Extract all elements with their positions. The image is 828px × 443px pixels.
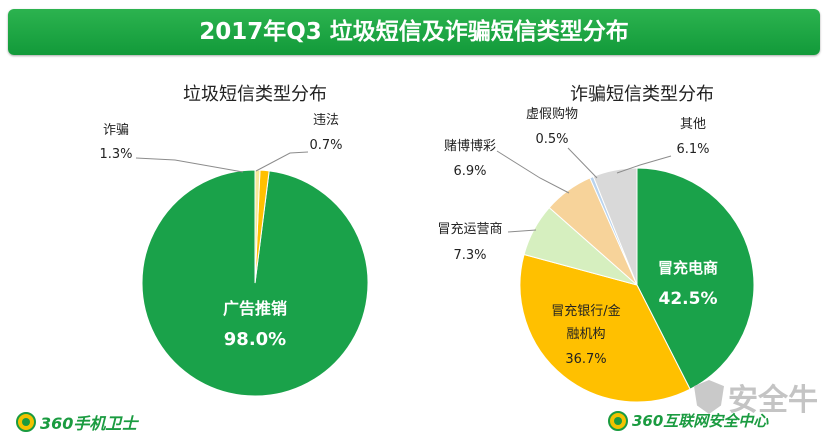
brand-text-left: 360手机卫士 — [40, 414, 138, 433]
data-label: 赌博博彩 — [444, 139, 496, 154]
data-label: 违法 — [313, 113, 339, 128]
data-label: 42.5% — [659, 289, 718, 309]
data-label: 0.7% — [309, 138, 342, 153]
chart-title-spam: 垃圾短信类型分布 — [183, 84, 327, 105]
data-label: 冒充电商 — [658, 259, 718, 277]
data-label: 冒充银行/金 — [551, 303, 620, 319]
data-label: 1.3% — [99, 147, 132, 162]
pie-slice — [592, 167, 638, 286]
data-label: 其他 — [680, 117, 706, 132]
leader-line — [616, 155, 672, 174]
pie-slice — [519, 253, 691, 403]
page-title: 2017年Q3 垃圾短信及诈骗短信类型分布 — [199, 19, 629, 45]
watermark-text: 安全牛 — [728, 383, 818, 418]
data-label: 虚假购物 — [526, 106, 578, 122]
leader-line — [496, 150, 570, 194]
data-label: 诈骗 — [103, 123, 129, 138]
watermark: 安全牛 — [694, 375, 818, 419]
title-banner: 2017年Q3 垃圾短信及诈骗短信类型分布 — [8, 9, 820, 55]
brand-logo-left: 360手机卫士 — [16, 410, 137, 434]
pie-slice — [636, 167, 755, 390]
brand-text-right: 360互联网安全中心 — [632, 412, 769, 430]
leader-line — [567, 147, 598, 179]
data-label: 融机构 — [566, 327, 605, 342]
shield-logo-icon — [608, 410, 628, 431]
shield-logo-icon — [16, 412, 36, 432]
leader-line — [135, 157, 244, 173]
watermark-shield-icon — [694, 380, 724, 414]
data-label: 36.7% — [565, 352, 606, 367]
data-label: 6.1% — [676, 142, 709, 157]
data-label: 0.5% — [535, 132, 568, 147]
data-label: 7.3% — [453, 248, 486, 263]
data-label: 冒充运营商 — [437, 221, 502, 237]
chart-title-fraud: 诈骗短信类型分布 — [570, 84, 714, 105]
leader-line — [255, 151, 309, 172]
brand-logo-right: 360互联网安全中心 — [608, 410, 768, 431]
data-label: 98.0% — [224, 329, 286, 350]
data-label: 6.9% — [453, 164, 486, 179]
leader-line — [507, 229, 537, 233]
data-label: 广告推销 — [223, 299, 287, 318]
